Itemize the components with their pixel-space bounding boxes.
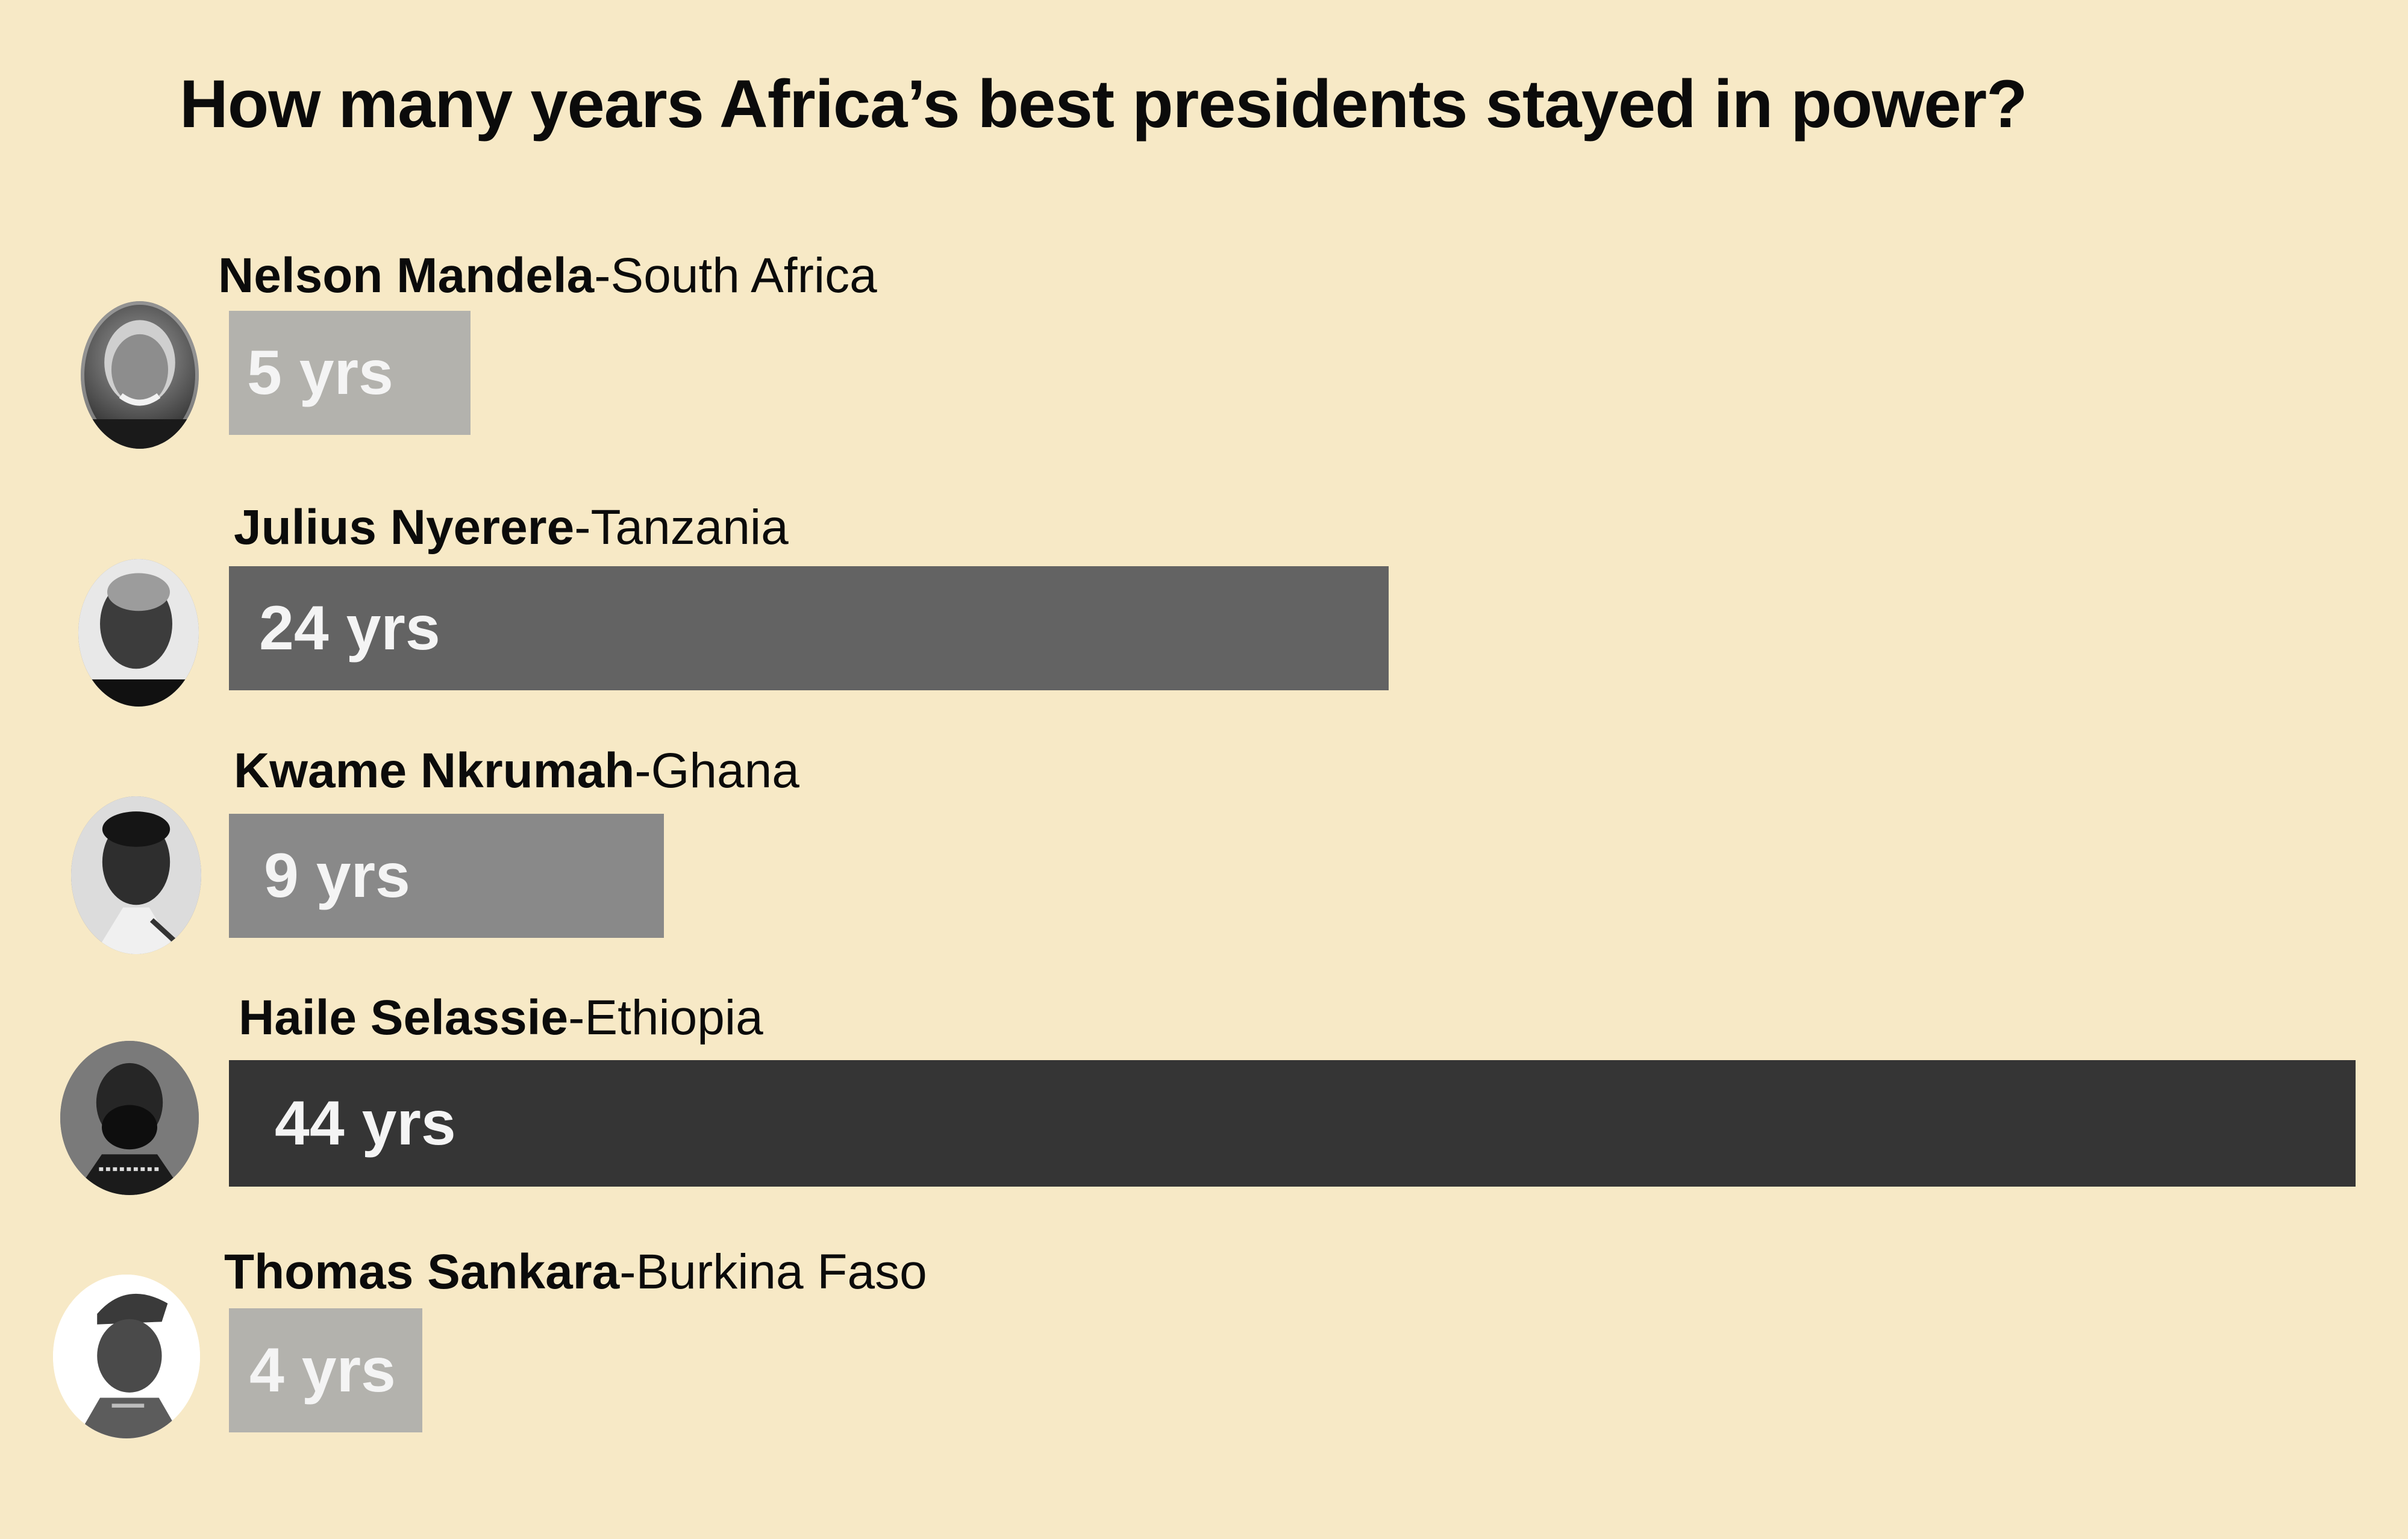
portrait-photo-icon [78, 559, 199, 707]
country-name: -Ethiopia [568, 990, 763, 1045]
president-name: Nelson Mandela [218, 248, 595, 303]
row-label: Nelson Mandela-South Africa [218, 246, 877, 306]
president-name: Haile Selassie [239, 990, 569, 1045]
country-name: -Burkina Faso [619, 1244, 927, 1299]
chart-title: How many years Africa’s best presidents … [180, 66, 2028, 142]
bar [229, 1060, 2356, 1187]
bar [229, 566, 1389, 690]
bar [229, 814, 664, 938]
bar [229, 311, 471, 435]
president-name: Julius Nyerere [234, 500, 575, 555]
row-label: Haile Selassie-Ethiopia [239, 988, 763, 1048]
portrait-photo-icon [81, 301, 199, 449]
president-name: Thomas Sankara [224, 1244, 620, 1299]
bar-value-label: 9 yrs [264, 841, 410, 911]
country-name: -Ghana [634, 743, 799, 798]
row-label: Julius Nyerere-Tanzania [234, 498, 789, 558]
president-name: Kwame Nkrumah [234, 743, 635, 798]
portrait-photo-icon [60, 1041, 199, 1195]
bar-value-label: 5 yrs [247, 338, 393, 408]
bar-value-label: 44 yrs [275, 1088, 456, 1158]
bar-value-label: 24 yrs [259, 593, 440, 663]
portrait-photo-icon [71, 796, 201, 954]
row-label: Thomas Sankara-Burkina Faso [224, 1242, 927, 1302]
bar [229, 1308, 422, 1432]
portrait-photo-icon [53, 1275, 200, 1438]
country-name: -South Africa [594, 248, 877, 303]
country-name: -Tanzania [574, 500, 789, 555]
row-label: Kwame Nkrumah-Ghana [234, 741, 799, 801]
bar-value-label: 4 yrs [249, 1335, 396, 1405]
